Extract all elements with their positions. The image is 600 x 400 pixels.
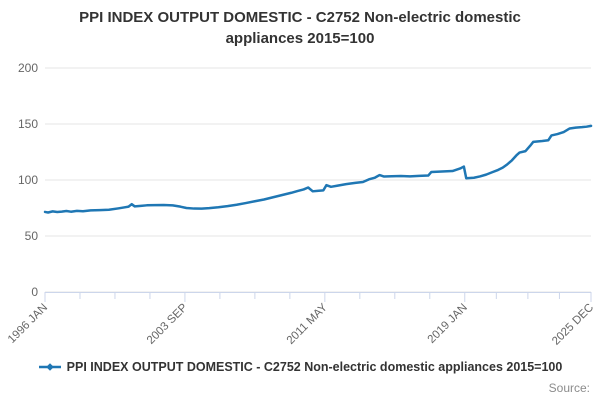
- chart-title: PPI INDEX OUTPUT DOMESTIC - C2752 Non-el…: [79, 9, 521, 47]
- y-axis-tick-label: 150: [18, 117, 38, 131]
- x-axis-tick-label: 2019 JAN: [426, 302, 470, 346]
- y-axis-tick-label: 50: [25, 229, 39, 243]
- legend-label: PPI INDEX OUTPUT DOMESTIC - C2752 Non-el…: [66, 360, 563, 374]
- y-axis-tick-label: 0: [31, 285, 38, 299]
- legend[interactable]: PPI INDEX OUTPUT DOMESTIC - C2752 Non-el…: [0, 360, 600, 374]
- source-note: Source:: [548, 381, 590, 395]
- x-axis-tick-label: 1996 JAN: [6, 302, 50, 346]
- x-axis-tick-label: 2025 DEC: [550, 302, 596, 348]
- y-axis-tick-label: 200: [18, 61, 38, 75]
- x-axis-tick-label: 2011 MAY: [285, 301, 330, 346]
- series-line: [43, 124, 593, 214]
- x-axis-tick-label: 2003 SEP: [145, 301, 190, 346]
- legend-line-marker-icon: [38, 363, 61, 371]
- chart-canvas: 0 50 100 150 200 1996 JAN 2003 SEP 2011 MAY 2019…: [6, 61, 596, 348]
- y-axis-tick-label: 100: [18, 173, 38, 187]
